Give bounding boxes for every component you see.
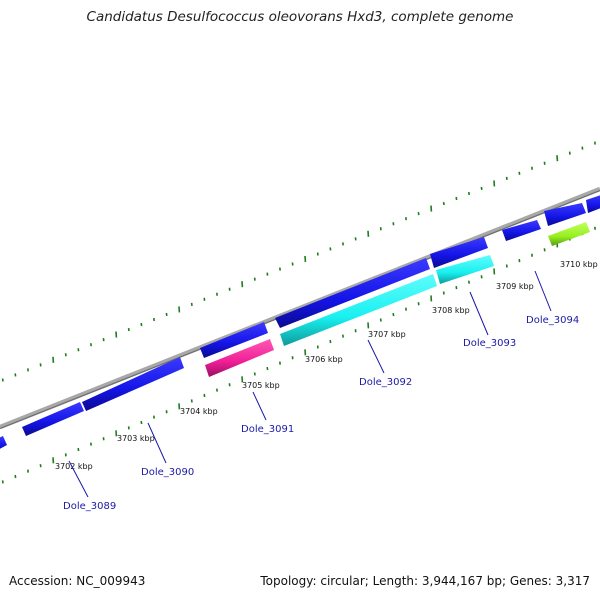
gene-arrow[interactable] — [430, 237, 488, 268]
leader-line — [367, 339, 385, 374]
gene-label-leaders — [68, 270, 552, 498]
accession-text: Accession: NC_009943 — [9, 574, 146, 588]
map-title: Candidatus Desulfococcus oleovorans Hxd3… — [86, 9, 514, 25]
inner-tick-track — [1, 226, 596, 484]
tick-label: 3708 kbp — [432, 306, 470, 315]
leader-line — [147, 422, 167, 464]
leader-line — [68, 460, 89, 498]
gene-arrow[interactable] — [200, 322, 268, 358]
gene-label-dole-3090[interactable]: Dole_3090 — [141, 467, 194, 478]
gene-arrow-cyan[interactable] — [280, 274, 437, 346]
leader-line — [252, 391, 267, 421]
gene-arrow-cyan[interactable] — [436, 255, 494, 284]
tick-labels: 3702 kbp 3703 kbp 3704 kbp 3705 kbp 3706… — [55, 260, 598, 471]
gene-label-dole-3093[interactable]: Dole_3093 — [463, 338, 516, 349]
gene-label-dole-3094[interactable]: Dole_3094 — [526, 315, 579, 326]
tick-label: 3706 kbp — [305, 355, 343, 364]
gene-arrow[interactable] — [502, 220, 541, 241]
tick-label: 3702 kbp — [55, 462, 93, 471]
gene-arrow[interactable] — [586, 194, 600, 213]
tick-label: 3704 kbp — [180, 407, 218, 416]
gene-label-dole-3091[interactable]: Dole_3091 — [241, 424, 294, 435]
tick-label: 3707 kbp — [368, 330, 406, 339]
gene-arrow[interactable] — [22, 402, 84, 436]
tick-label: 3705 kbp — [242, 381, 280, 390]
gene-arrow[interactable] — [275, 258, 430, 328]
leader-line — [469, 291, 489, 336]
gene-label-dole-3089[interactable]: Dole_3089 — [63, 501, 116, 512]
tick-label: 3710 kbp — [560, 260, 598, 269]
gene-arrow[interactable] — [544, 203, 586, 226]
outer-tick-track — [1, 141, 596, 382]
tick-label: 3703 kbp — [117, 434, 155, 443]
gene-labels: Dole_3089 Dole_3090 Dole_3091 Dole_3092 … — [63, 315, 579, 512]
gene-arrow-green[interactable] — [548, 222, 590, 246]
gene-arrow[interactable] — [0, 436, 7, 452]
gene-arrow-magenta[interactable] — [205, 339, 274, 377]
gene-track — [0, 194, 600, 452]
gene-arrow[interactable] — [82, 357, 184, 411]
genome-summary-text: Topology: circular; Length: 3,944,167 bp… — [260, 574, 590, 588]
tick-label: 3709 kbp — [496, 282, 534, 291]
gene-label-dole-3092[interactable]: Dole_3092 — [359, 377, 412, 388]
leader-line — [534, 270, 552, 312]
